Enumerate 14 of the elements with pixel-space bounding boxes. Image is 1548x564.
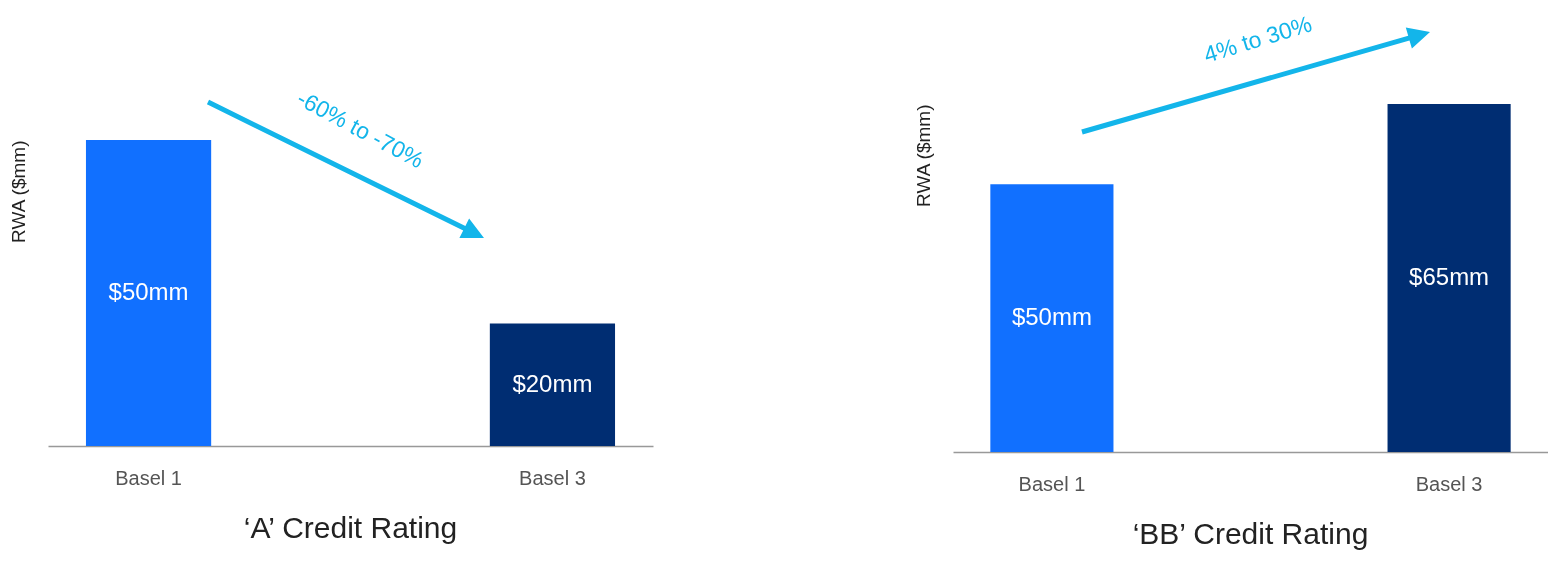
text: ‘A’ Credit Rating bbox=[243, 511, 458, 544]
x-tick-label: Basel 3 bbox=[1415, 472, 1483, 495]
text: ‘BB’ Credit Rating bbox=[1132, 517, 1369, 550]
x-tick-label: Basel 3 bbox=[519, 466, 586, 489]
data-label: $20mm bbox=[512, 369, 593, 397]
data-label: $50mm bbox=[108, 278, 189, 305]
x-tick-label: Basel 1 bbox=[1018, 472, 1086, 495]
y-axis-title: RWA ($mm) bbox=[7, 140, 29, 243]
data-label: $65mm bbox=[1409, 263, 1490, 290]
x-tick-label: Basel 1 bbox=[115, 466, 182, 489]
data-label: $50mm bbox=[1011, 303, 1092, 331]
annotation: -60% to -70% bbox=[292, 84, 429, 174]
y-axis-title: RWA ($mm) bbox=[912, 104, 934, 207]
text: 4% to 30% bbox=[1200, 10, 1315, 68]
